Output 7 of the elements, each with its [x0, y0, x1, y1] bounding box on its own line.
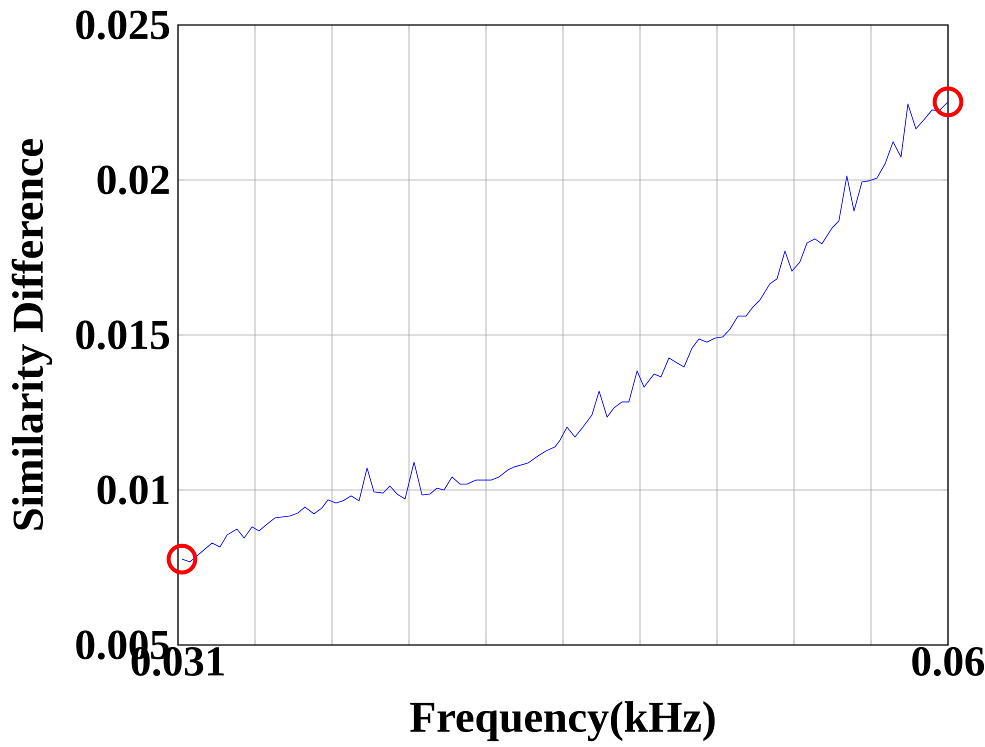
y-tick-label: 0.01: [98, 476, 168, 504]
x-axis-title: Frequency(kHz): [410, 701, 715, 742]
y-tick-label: 0.025: [76, 10, 170, 40]
x-tick-label: 0.06: [912, 647, 984, 676]
y-tick-label: 0.02: [98, 166, 169, 194]
y-axis-title: Similarity Difference: [12, 139, 52, 530]
y-tick-label: 0.015: [76, 320, 170, 350]
